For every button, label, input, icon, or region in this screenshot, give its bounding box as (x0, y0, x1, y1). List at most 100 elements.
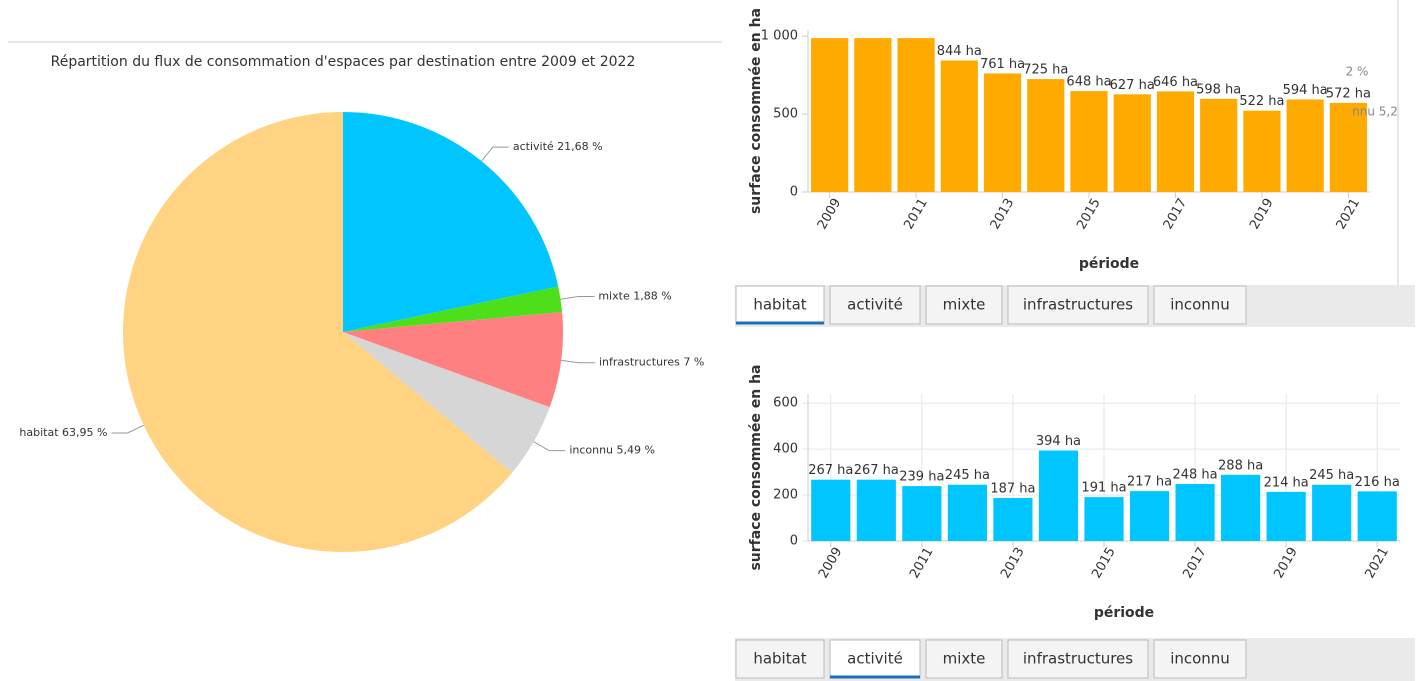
y-tick-label: 500 (773, 107, 798, 122)
y-tick-label: 0 (790, 185, 798, 200)
y-tick-label: 400 (773, 442, 798, 457)
data-label: 648 ha (1066, 75, 1111, 90)
x-axis-title: période (1079, 256, 1139, 272)
tab-label[interactable]: mixte (943, 650, 986, 668)
value-label: 5,49 % (617, 444, 655, 457)
value-label: 21,68 % (557, 140, 602, 153)
value-label: 1,88 % (633, 290, 671, 303)
bar (1329, 102, 1367, 192)
bar (1156, 91, 1195, 192)
data-label: 646 ha (1153, 75, 1198, 90)
bar (1084, 497, 1124, 541)
bar (897, 38, 935, 192)
bar (856, 479, 896, 541)
data-label: 594 ha (1283, 83, 1328, 98)
pie-slice (343, 332, 550, 473)
value-label: 7 % (683, 356, 704, 369)
bar (811, 38, 849, 192)
y-tick-label: 0 (790, 534, 798, 549)
tab-label[interactable]: inconnu (1170, 650, 1230, 668)
data-label: habitat 63,95 % (19, 426, 107, 439)
x-tick-label: 2019 (1271, 545, 1301, 581)
tab[interactable] (925, 639, 1003, 679)
x-tick-label: 2015 (1089, 545, 1119, 581)
x-tick-label: 2017 (1180, 545, 1210, 581)
bar (1027, 79, 1065, 192)
data-label: mixte 1,88 % (598, 290, 671, 303)
data-label: 572 ha (1326, 86, 1371, 101)
tab[interactable] (735, 285, 825, 325)
x-tick-label: 2021 (1334, 196, 1364, 232)
category-name: infrastructures (599, 356, 680, 369)
x-tick-label: 2009 (815, 196, 845, 232)
data-label: 217 ha (1127, 475, 1172, 490)
leader-line (533, 441, 566, 452)
tab[interactable] (829, 639, 921, 679)
value-label: 63,95 % (62, 426, 107, 439)
x-tick-label: 2013 (988, 196, 1018, 232)
leader-line (561, 359, 596, 364)
data-label: 761 ha (980, 57, 1025, 72)
data-label: inconnu 5,49 % (569, 444, 655, 457)
bar (1038, 450, 1079, 541)
tab-label[interactable]: habitat (753, 650, 806, 668)
tab-label[interactable]: activité (847, 650, 903, 668)
y-axis-title: surface consommée en ha (748, 8, 764, 214)
tab-label[interactable]: inconnu (1170, 296, 1230, 314)
data-label: 394 ha (1036, 434, 1081, 449)
bar (1266, 491, 1306, 541)
data-label: 725 ha (1023, 63, 1068, 78)
leader-line (560, 296, 595, 300)
tab-label[interactable]: mixte (943, 296, 986, 314)
bar (1175, 484, 1215, 541)
tab-label[interactable]: activité (847, 296, 903, 314)
bar (983, 73, 1022, 192)
tab[interactable] (735, 639, 825, 679)
bar (940, 60, 978, 193)
leader-line (481, 146, 509, 162)
tab-label[interactable]: infrastructures (1023, 296, 1133, 314)
bar (993, 498, 1033, 541)
leader-line (111, 424, 145, 434)
x-tick-label: 2011 (907, 545, 937, 581)
pie-slice (343, 286, 563, 332)
bar (1312, 484, 1352, 541)
data-label: 267 ha (808, 463, 853, 478)
data-label: 522 ha (1239, 94, 1284, 109)
data-label: 187 ha (990, 482, 1035, 497)
x-tick-label: 2009 (816, 545, 846, 581)
data-label: 844 ha (937, 44, 982, 59)
tab[interactable] (1153, 285, 1247, 325)
x-tick-label: 2013 (998, 545, 1028, 581)
tab-label[interactable]: infrastructures (1023, 650, 1133, 668)
tab[interactable] (1007, 285, 1149, 325)
bar (1129, 491, 1170, 541)
tab-label[interactable]: habitat (753, 296, 806, 314)
data-label: 239 ha (899, 470, 944, 485)
pie-slice (343, 112, 559, 332)
x-tick-label: 2019 (1247, 196, 1277, 232)
tab[interactable] (1007, 639, 1149, 679)
tab[interactable] (829, 285, 921, 325)
annotation: 2 % (1346, 65, 1369, 79)
bar (1243, 110, 1281, 192)
x-tick-label: 2017 (1161, 196, 1191, 232)
data-label: 245 ha (1309, 468, 1354, 483)
tab[interactable] (925, 285, 1003, 325)
data-label: 267 ha (854, 463, 899, 478)
data-label: 627 ha (1110, 78, 1155, 93)
tab[interactable] (1153, 639, 1247, 679)
y-tick-label: 1 000 (761, 29, 798, 44)
category-name: mixte (598, 290, 630, 303)
data-label: infrastructures 7 % (599, 356, 704, 369)
x-axis-title: période (1094, 605, 1154, 621)
x-tick-label: 2015 (1074, 196, 1104, 232)
data-label: activité 21,68 % (513, 140, 603, 153)
bar (947, 484, 987, 541)
data-label: 191 ha (1081, 481, 1126, 496)
annotation: nnu 5,2 (1352, 105, 1398, 119)
y-axis-title: surface consommée en ha (748, 364, 764, 570)
bar (811, 479, 851, 541)
pie-slice (123, 112, 513, 552)
